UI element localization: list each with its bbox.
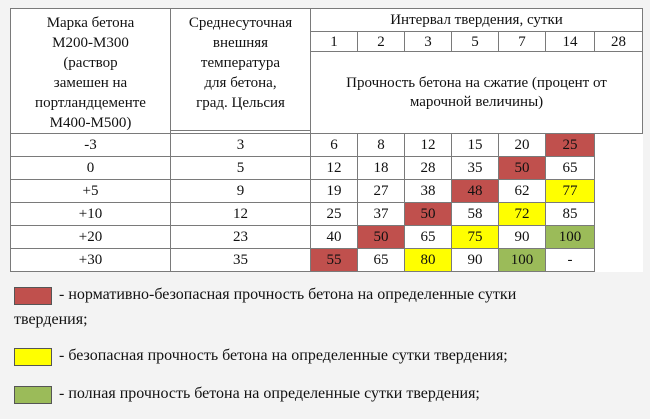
strength-value-cell: 40	[310, 225, 358, 249]
header-concrete-grade-line: замешен на	[53, 75, 128, 91]
strength-value-cell: 12	[170, 202, 311, 226]
strength-value-cell: 18	[357, 156, 405, 180]
temperature-cell: 0	[10, 156, 171, 180]
strength-value-cell: 85	[545, 202, 595, 226]
header-temperature-line: для бетона,	[204, 75, 277, 91]
day-header-cell: 14	[545, 31, 595, 52]
temperature-cell: +20	[10, 225, 171, 249]
strength-value-cell: 100	[545, 225, 595, 249]
strength-value-cell: 75	[451, 225, 499, 249]
day-header-cell: 3	[404, 31, 452, 52]
header-temperature-line: внешняя	[212, 35, 269, 51]
temperature-cell: +10	[10, 202, 171, 226]
strength-value-cell: 80	[404, 248, 452, 272]
strength-value-cell: -	[545, 248, 595, 272]
day-header-cell: 2	[357, 31, 405, 52]
header-temperature: Среднесуточная внешняя температура для б…	[170, 8, 311, 131]
strength-value-cell: 20	[498, 133, 546, 157]
table-row: 0 5 12 18 28 35 50 65	[10, 156, 643, 180]
strength-value-cell: 23	[170, 225, 311, 249]
header-temperature-line: температура	[200, 55, 281, 71]
strength-value-cell: 50	[357, 225, 405, 249]
strength-value-cell: 12	[310, 156, 358, 180]
strength-value-cell: 35	[170, 248, 311, 272]
header-temperature-line: град. Цельсия	[196, 95, 285, 111]
strength-value-cell: 19	[310, 179, 358, 203]
day-header-cell: 1	[310, 31, 358, 52]
strength-value-cell: 12	[404, 133, 452, 157]
header-concrete-grade-line: М200-М300	[52, 35, 129, 51]
strength-value-cell: 37	[357, 202, 405, 226]
strength-value-cell: 62	[498, 179, 546, 203]
strength-value-cell: 90	[498, 225, 546, 249]
header-concrete-grade-line: М400-М500)	[49, 115, 132, 131]
strength-value-cell: 5	[170, 156, 311, 180]
strength-value-cell: 65	[404, 225, 452, 249]
strength-value-cell: 8	[357, 133, 405, 157]
strength-value-cell: 28	[404, 156, 452, 180]
legend-swatch-red	[14, 287, 52, 305]
strength-value-cell: 3	[170, 133, 311, 157]
temperature-cell: +30	[10, 248, 171, 272]
strength-value-cell: 100	[498, 248, 546, 272]
header-concrete-grade-line: портландцементе	[35, 95, 146, 111]
strength-value-cell: 65	[545, 156, 595, 180]
header-concrete-grade: Марка бетона М200-М300 (раствор замешен …	[10, 8, 171, 134]
strength-value-cell: 6	[310, 133, 358, 157]
header-temperature-line: Среднесуточная	[188, 15, 293, 31]
header-concrete-grade-line: (раствор	[63, 55, 118, 71]
strength-value-cell: 50	[498, 156, 546, 180]
legend-swatch-yellow	[14, 348, 52, 366]
strength-value-cell: 35	[451, 156, 499, 180]
strength-value-cell: 50	[404, 202, 452, 226]
table-row: +30 35 55 65 80 90 100-	[10, 248, 643, 272]
day-header-cell: 5	[451, 31, 499, 52]
legend-text-green: - полная прочность бетона на определенны…	[59, 385, 480, 402]
strength-value-cell: 65	[357, 248, 405, 272]
temperature-cell: -3	[10, 133, 171, 157]
day-header-cell: 28	[594, 31, 643, 52]
strength-value-cell: 58	[451, 202, 499, 226]
day-header-cell: 7	[498, 31, 546, 52]
strength-value-cell: 38	[404, 179, 452, 203]
strength-value-cell: 25	[545, 133, 595, 157]
strength-value-cell: 9	[170, 179, 311, 203]
temperature-cell: +5	[10, 179, 171, 203]
table-row: +10 12 25 37 50 58 72 85	[10, 202, 643, 226]
legend-swatch-green	[14, 386, 52, 404]
strength-value-cell: 25	[310, 202, 358, 226]
header-compressive-strength: Прочность бетона на сжатие (процент от м…	[310, 51, 643, 134]
strength-value-cell: 48	[451, 179, 499, 203]
header-concrete-grade-line: Марка бетона	[46, 15, 135, 31]
concrete-strength-table: Марка бетона М200-М300 (раствор замешен …	[10, 8, 643, 272]
strength-value-cell: 77	[545, 179, 595, 203]
table-row: -3 3 6 8 12 15 20 25	[10, 133, 643, 157]
strength-value-cell: 55	[310, 248, 358, 272]
legend-text-yellow: - безопасная прочность бетона на определ…	[59, 347, 508, 364]
header-hardening-interval: Интервал твердения, сутки	[310, 8, 643, 32]
strength-value-cell: 90	[451, 248, 499, 272]
strength-value-cell: 27	[357, 179, 405, 203]
legend-text-red-cont: твердения;	[14, 311, 88, 328]
table-row: +5 9 19 27 38 48 62 77	[10, 179, 643, 203]
legend-text-red: - нормативно-безопасная прочность бетона…	[59, 286, 517, 303]
strength-value-cell: 15	[451, 133, 499, 157]
strength-value-cell: 72	[498, 202, 546, 226]
table-row: +20 23 40 50 65 75 90 100	[10, 225, 643, 249]
